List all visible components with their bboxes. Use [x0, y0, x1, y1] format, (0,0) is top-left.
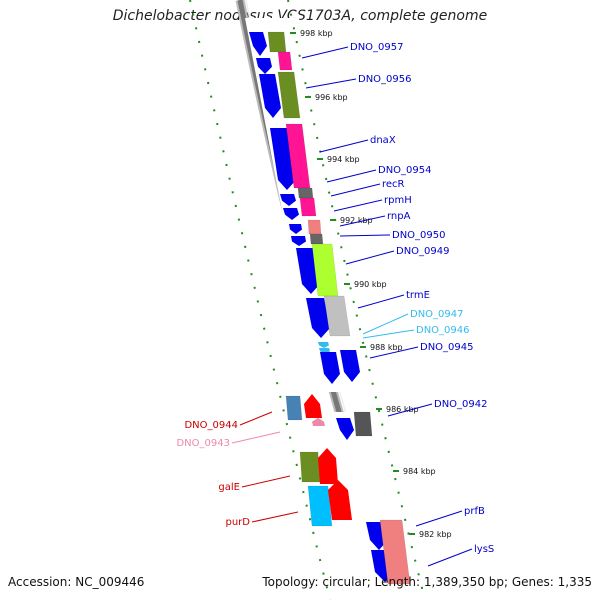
gene-label-leader: [330, 183, 381, 197]
gene-label-leader: [415, 510, 463, 527]
tick-label: 994 kbp: [327, 155, 360, 164]
gene-dno0943-arrow: [312, 418, 325, 426]
gene-label-leader: [333, 199, 383, 212]
gene-label: purD: [226, 517, 251, 528]
gene-gale-arrow: [318, 448, 338, 484]
gene-label-leader: [301, 46, 349, 59]
cog-grey-2: [309, 233, 324, 245]
gene-label-leader: [362, 329, 415, 339]
gene-label-leader: [387, 403, 433, 417]
gene-dno0957-arrow: [249, 32, 267, 56]
cog-salmon-2: [379, 519, 411, 585]
gene-label: DNO_0956: [358, 74, 412, 85]
cog-magenta-1: [277, 51, 293, 71]
cog-grey-1: [297, 187, 314, 199]
tick-label: 990 kbp: [354, 280, 387, 289]
tick-label: 986 kbp: [386, 405, 419, 414]
gene-label: DNO_0944: [184, 420, 238, 431]
gene-label: dnaX: [370, 135, 396, 146]
gene-label: DNO_0950: [392, 230, 446, 241]
gene-label: DNO_0946: [416, 325, 470, 336]
gene-label: DNO_0942: [434, 399, 488, 410]
gene-label: recR: [382, 179, 405, 190]
gene-trme-arrow: [306, 298, 330, 338]
gene-dno0945a-arrow: [320, 352, 340, 384]
gc-grid-group: [189, 0, 426, 600]
cog-olive-2: [277, 71, 301, 119]
gene-label: trmE: [406, 290, 430, 301]
tick-label: 996 kbp: [315, 93, 348, 102]
gene-label-leader: [427, 548, 473, 567]
gene-group: [249, 31, 411, 585]
gene-label-leader: [319, 139, 369, 153]
gene-dno0956a-arrow: [256, 58, 272, 74]
gene-rpmh-arrow: [283, 208, 299, 220]
gene-label-leader: [362, 313, 409, 335]
gene-dno0956b-arrow: [259, 74, 281, 118]
gene-label: DNO_0943: [176, 438, 230, 449]
gene-label: rpmH: [384, 195, 412, 206]
cog-silver-1: [323, 295, 351, 337]
gene-label-leader: [339, 234, 391, 237]
tick-label: 998 kbp: [300, 29, 333, 38]
gene-label-leader: [305, 78, 357, 89]
gene-label-leader: [251, 511, 299, 523]
gene-label-leader: [369, 346, 419, 359]
gene-purd-arrow: [328, 480, 352, 520]
gene-dno0944-arrow: [304, 394, 322, 418]
gc-grid-outer: [287, 0, 426, 600]
gene-label-leader: [357, 294, 405, 309]
cog-salmon-1: [307, 219, 322, 235]
tick-group: 998 kbp 996 kbp 994 kbp 992 kbp 990 kbp 988 k…: [290, 29, 452, 539]
gene-dno0945b-arrow: [340, 350, 360, 382]
gene-label: DNO_0949: [396, 246, 450, 257]
gene-label: galE: [218, 482, 240, 493]
gene-dno0947-arrow: [318, 342, 329, 348]
gene-label: DNO_0957: [350, 42, 404, 53]
cog-grey-3: [353, 411, 373, 437]
gene-label-leader: [231, 431, 281, 444]
tick-label: 984 kbp: [403, 467, 436, 476]
gene-purd-block: [307, 485, 333, 527]
gene-dno0942-arrow: [336, 418, 354, 440]
accession-text: Accession: NC_009446: [8, 575, 145, 589]
gene-label: prfB: [464, 506, 485, 517]
gene-label-leader: [241, 475, 291, 488]
gene-dno0944-block: [285, 395, 303, 421]
gene-label-leader: [345, 250, 395, 265]
gene-label-leader: [239, 411, 273, 426]
gene-label-leader: [339, 215, 386, 227]
gene-recr-arrow: [280, 194, 296, 206]
gene-label: lysS: [474, 544, 494, 555]
gene-label: DNO_0945: [420, 342, 474, 353]
gene-label: rnpA: [387, 211, 411, 222]
gene-label-group: DNO_0957 DNO_0956 dnaX DNO_0954 recR rpmH rnpA…: [176, 42, 494, 567]
gene-label-leader: [326, 169, 377, 183]
cog-olive-1: [267, 31, 287, 53]
gene-label: DNO_0947: [410, 309, 464, 320]
gene-label: DNO_0954: [378, 165, 432, 176]
gene-dno0950-arrow: [291, 236, 306, 246]
gene-gale-block: [299, 451, 321, 483]
genome-stats-text: Topology: circular; Length: 1,389,350 bp…: [262, 575, 592, 589]
cog-magenta-3: [299, 197, 317, 217]
tick-label: 982 kbp: [419, 530, 452, 539]
tick-label: 988 kbp: [370, 343, 403, 352]
gene-rnpa-arrow: [289, 224, 302, 234]
map-title: Dichelobacter nodosus VCS1703A, complete…: [112, 8, 488, 24]
tick-label: 992 kbp: [340, 216, 373, 225]
